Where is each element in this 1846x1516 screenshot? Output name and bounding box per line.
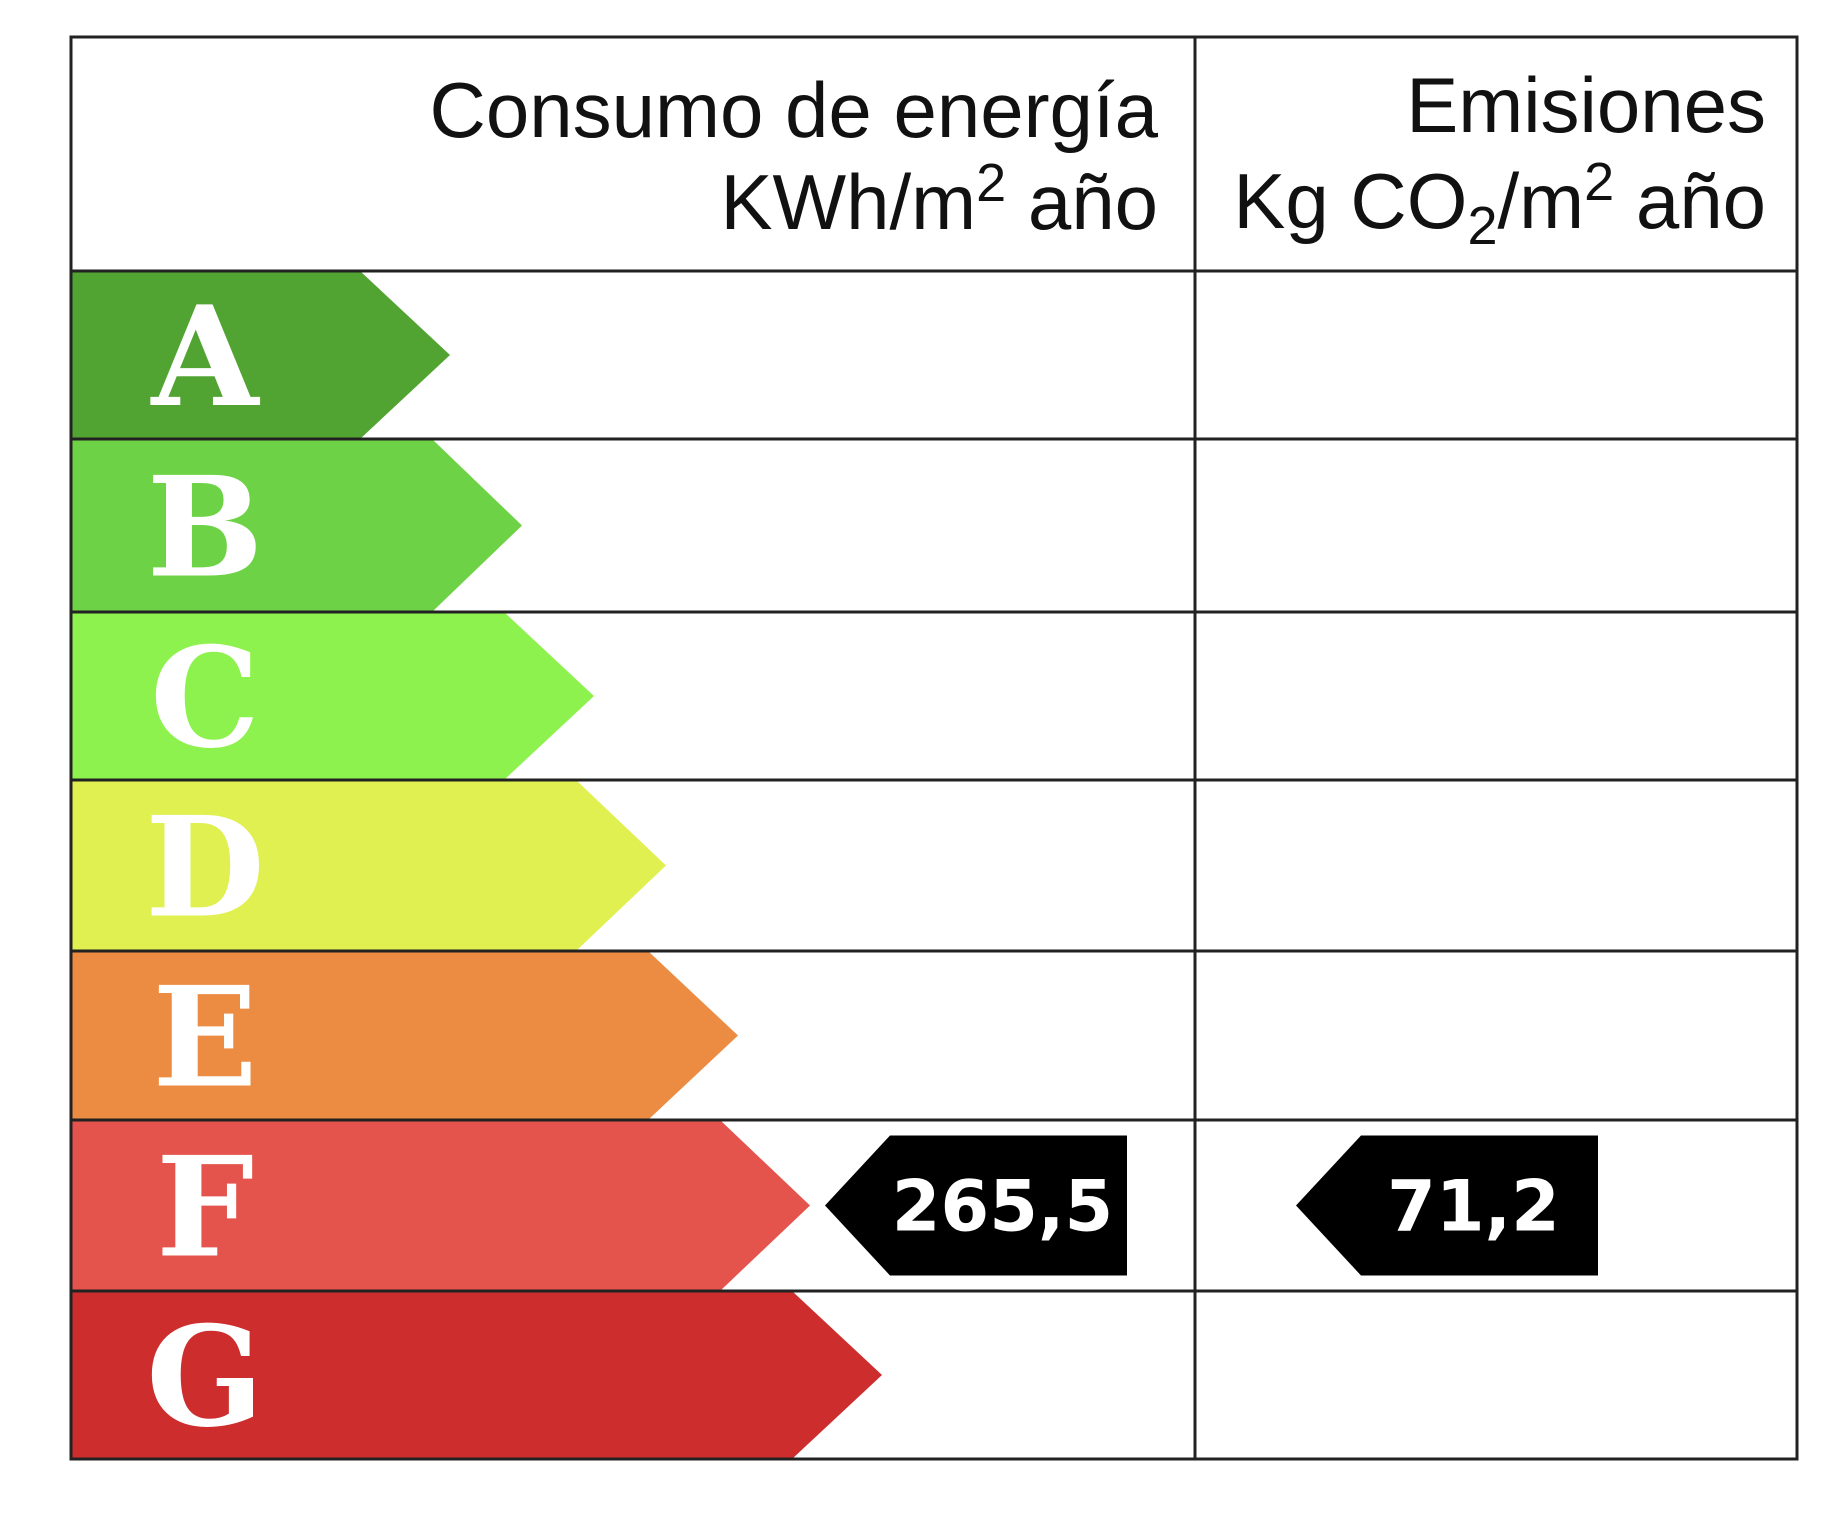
- grade-arrow-b: [71, 439, 522, 612]
- energy-header-unit: KWh/m2 año: [720, 153, 1158, 246]
- energy-unit-superscript: 2: [976, 153, 1006, 213]
- grade-row-e: E: [71, 951, 738, 1120]
- emissions-rating-marker: 71,2: [1296, 1135, 1598, 1276]
- grade-letter-d: D: [145, 786, 265, 949]
- grade-letter-a: A: [149, 275, 260, 438]
- emissions-marker-shape: [1296, 1135, 1598, 1276]
- energy-unit-year: año: [1006, 158, 1158, 246]
- grade-letter-b: B: [147, 446, 264, 609]
- grade-row-b: B: [71, 439, 522, 612]
- emissions-unit-per-m: /m: [1497, 157, 1584, 245]
- emissions-unit-superscript: 2: [1584, 152, 1614, 212]
- grade-arrow-a: [71, 271, 450, 439]
- emissions-rating-value: 71,2: [1387, 1166, 1560, 1248]
- emissions-header-unit: Kg CO2/m2 año: [1233, 152, 1766, 256]
- grade-letter-g: G: [146, 1295, 264, 1458]
- grade-arrow-c: [71, 612, 594, 780]
- grade-letter-e: E: [152, 956, 257, 1119]
- grade-row-d: D: [71, 780, 666, 951]
- emissions-unit-year: año: [1614, 157, 1766, 245]
- energy-marker-shape: [825, 1135, 1127, 1276]
- grade-arrow-f: [71, 1120, 810, 1291]
- emissions-unit-base: Kg CO: [1233, 157, 1467, 245]
- table-grid: [69, 35, 1799, 1461]
- grade-arrow-g: [71, 1291, 882, 1459]
- grade-arrows: A B C D E F G: [71, 271, 882, 1459]
- energy-header-title: Consumo de energía: [430, 66, 1159, 154]
- grade-arrow-e: [71, 951, 738, 1120]
- table-border: [69, 35, 1799, 1461]
- grade-row-g: G: [71, 1291, 882, 1459]
- grade-letter-c: C: [150, 616, 260, 779]
- energy-rating-value: 265,5: [892, 1166, 1113, 1248]
- grade-row-c: C: [71, 612, 594, 780]
- grade-row-a: A: [71, 271, 450, 439]
- energy-rating-marker: 265,5: [825, 1135, 1127, 1276]
- energy-unit-base: KWh/m: [720, 158, 976, 246]
- emissions-header-title: Emisiones: [1406, 61, 1766, 149]
- table-header: Consumo de energía KWh/m2 año Emisiones …: [430, 61, 1766, 256]
- grade-arrow-d: [71, 780, 666, 951]
- grade-letter-f: F: [156, 1126, 254, 1289]
- emissions-unit-subscript: 2: [1467, 196, 1497, 256]
- grade-row-f: F: [71, 1120, 810, 1291]
